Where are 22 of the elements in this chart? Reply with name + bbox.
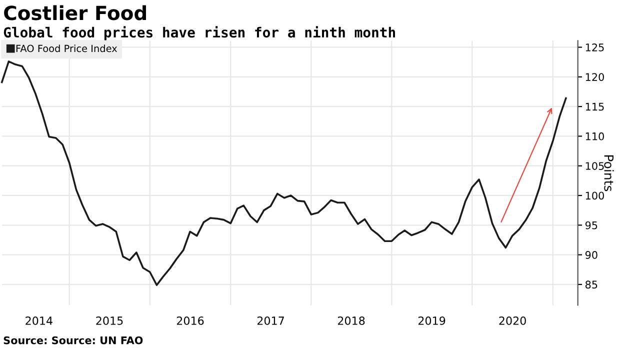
x-tick-label: 2017: [257, 316, 284, 325]
y-tick-label: 110: [586, 132, 604, 140]
x-tick-label: 2020: [499, 316, 526, 325]
legend-label: FAO Food Price Index: [16, 44, 118, 52]
y-tick-label: 105: [586, 162, 604, 170]
chart-title: Costlier Food: [4, 5, 146, 20]
y-tick-label: 115: [586, 102, 604, 111]
y-tick-label: 100: [586, 192, 604, 200]
y-tick-label: 85: [585, 280, 598, 289]
y-tick-label: 125: [586, 43, 604, 52]
line-series: [0, 60, 567, 286]
source-note: Source: Source: UN FAO: [4, 336, 143, 344]
y-axis-title: Points: [604, 155, 614, 192]
x-tick-label: 2019: [418, 316, 446, 325]
y-tick-label: 95: [585, 221, 598, 230]
y-tick-label: 120: [586, 73, 604, 81]
x-tick-label: 2014: [26, 316, 52, 325]
x-tick-label: 2018: [338, 316, 365, 325]
x-tick-label: 2015: [96, 316, 123, 325]
chart-subtitle: Global food prices have risen for a ninth month: [4, 26, 396, 40]
y-tick-label: 90: [585, 251, 598, 259]
x-tick-label: 2016: [176, 316, 204, 325]
